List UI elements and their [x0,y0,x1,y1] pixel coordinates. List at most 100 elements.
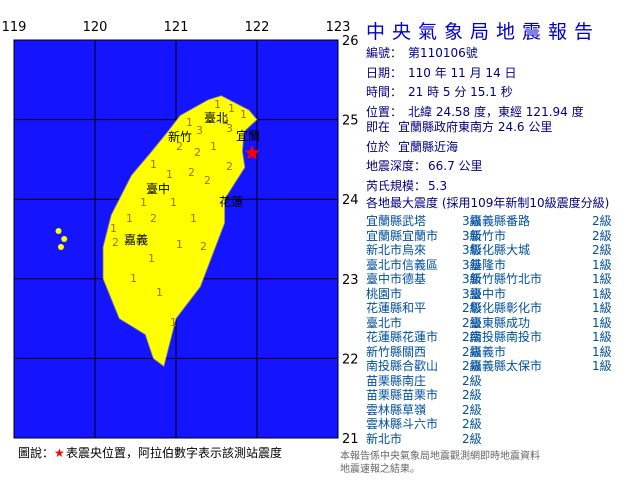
caption-star: ★ [54,446,65,460]
station-name: 南投縣南投市 [470,330,543,344]
station-level: 2級 [462,359,482,373]
info-label: 時間： [366,85,403,99]
station-level: 1級 [592,359,612,373]
station-name: 桃園市 [366,286,403,301]
station-name: 宜蘭縣武塔 [366,214,427,228]
station-intensity: 2 [176,140,183,153]
info-value: 110 年 11 月 14 日 [408,65,517,80]
station-level: 1級 [592,257,612,272]
station-level: 1級 [592,301,612,315]
info-label: 位置： [366,104,403,119]
station-intensity: 2 [222,114,229,127]
station-name: 新北市烏來 [366,243,427,257]
intensity-title: 各地最大震度 (採用109年新制10級震度分級) [366,196,610,210]
station-name: 雲林縣斗六市 [366,417,439,431]
station-level: 1級 [592,315,612,330]
caption: 圖說： [18,446,55,460]
note: 本報告係中央氣象局地震觀測網即時地震資料 [340,451,540,462]
station-name: 臺北市 [366,315,403,330]
station-level: 3級 [462,228,482,243]
station-name: 花蓮縣花蓮市 [366,330,439,344]
info-value: 宜蘭縣近海 [398,139,459,154]
station-level: 2級 [462,431,482,446]
info-value: 66.7 公里 [428,159,483,173]
lat-label: 24 [342,193,359,208]
info-label: 位於 [366,139,391,154]
station-level: 2級 [462,373,482,388]
station-intensity: 1 [176,238,183,251]
station-level: 3級 [462,214,482,228]
station-name: 臺東縣成功 [470,315,531,330]
taiwan [102,95,258,368]
station-name: 苗栗縣苗栗市 [366,388,439,402]
station-intensity: 1 [186,116,193,129]
info-value: 5.3 [428,178,448,193]
station-level: 2級 [462,402,482,417]
station-intensity: 1 [110,222,117,235]
station-name: 嘉義市 [470,344,507,359]
station-name: 新竹縣關西 [366,344,427,359]
station-intensity: 1 [190,212,197,225]
station-intensity: 2 [150,212,157,225]
station-name: 苗栗縣南庄 [366,373,427,388]
lat-label: 22 [342,352,359,367]
station-intensity: 1 [156,286,163,299]
info-label: 芮氏規模： [366,178,427,193]
station-intensity: 1 [166,168,173,181]
station-intensity: 1 [210,140,217,153]
lat-label: 23 [342,273,359,288]
station-level: 3級 [462,272,482,286]
islet [57,243,64,250]
station-name: 彰化縣大城 [470,243,531,257]
info-label: 地震深度： [366,159,427,173]
lon-label: 123 [326,20,351,35]
lat-label: 25 [342,114,359,129]
station-level: 2級 [592,228,612,243]
caption: 表震央位置，阿拉伯數字表示該測站震度 [66,446,283,460]
station-level: 1級 [592,344,612,359]
station-level: 1級 [592,330,612,344]
station-name: 臺中市 [470,286,507,301]
station-intensity: 1 [150,158,157,171]
station-name: 雲林縣草嶺 [366,402,427,417]
station-level: 3級 [462,286,482,301]
station-name: 花蓮縣和平 [366,301,427,315]
station-name: 基隆市 [470,257,507,272]
info-label: 即在 [366,120,391,134]
city-label: 宜蘭 [236,128,260,143]
station-intensity: 3 [226,122,233,135]
islet [61,236,68,242]
info-value: 21 時 5 分 15.1 秒 [408,85,513,99]
city-label: 嘉義 [124,232,148,247]
station-intensity: 1 [228,102,235,115]
station-level: 3級 [462,257,482,272]
station-intensity: 1 [130,272,137,285]
info-label: 編號： [366,46,403,60]
station-intensity: 1 [126,212,133,225]
station-intensity: 1 [170,196,177,209]
info-value: 第110106號 [408,46,478,60]
station-name: 嘉義縣太保市 [470,359,543,373]
lon-label: 119 [2,20,27,35]
station-level: 3級 [462,243,482,257]
station-name: 臺北市信義區 [366,257,439,272]
note: 地震速報之結果。 [340,464,420,475]
lat-label: 26 [342,34,359,49]
station-level: 2級 [462,315,482,330]
station-name: 新竹縣竹北市 [470,272,543,286]
lon-label: 120 [83,20,108,35]
station-name: 臺中市德基 [366,272,427,286]
city-label: 臺中 [146,181,170,196]
station-level: 2級 [592,214,612,228]
station-intensity: 3 [196,124,203,137]
station-intensity: 2 [112,236,119,249]
station-intensity: 2 [200,240,207,253]
station-intensity: 2 [226,160,233,173]
epicenter [244,145,260,160]
title: 中央氣象局地震報告 [366,21,601,43]
city-label: 新竹 [168,129,192,144]
info-value: 宜蘭縣政府東南方 24.6 公里 [398,120,553,134]
lon-label: 121 [164,20,189,35]
station-name: 宜蘭縣宜蘭市 [366,228,439,243]
